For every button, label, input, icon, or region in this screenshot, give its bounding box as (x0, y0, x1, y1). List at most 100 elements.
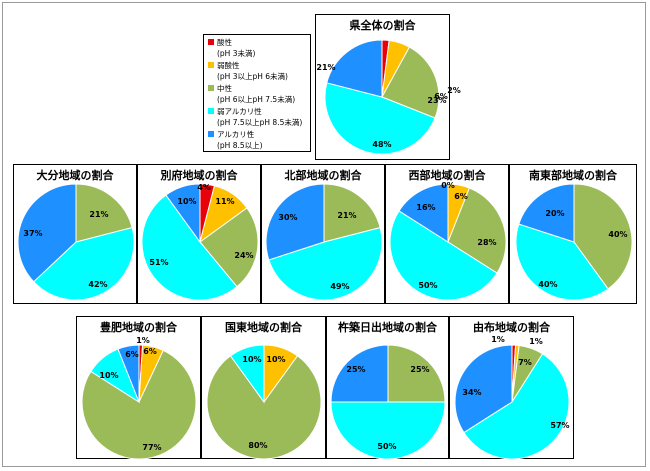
pie-slice-neutral (206, 355, 322, 460)
data-label: 37% (23, 229, 42, 238)
pie-slice-alkaline (326, 39, 383, 98)
data-label: 24% (234, 251, 253, 260)
data-label: 80% (248, 441, 267, 450)
data-label: 6% (454, 192, 468, 201)
legend-item-acidic: 酸性 (208, 38, 232, 48)
data-label: 6% (125, 350, 139, 359)
legend-item-weak-alkaline: 弱アルカリ性 (208, 107, 262, 117)
pie-slice-neutral (381, 46, 440, 119)
chart-title: 別府地域の割合 (160, 169, 238, 182)
pie-slice-alkaline (398, 183, 449, 243)
data-label: 4% (197, 183, 211, 192)
pie-slice-neutral (199, 207, 259, 288)
chart-title: 県全体の割合 (349, 19, 416, 32)
data-label: 77% (142, 443, 161, 452)
pie-slice-neutral (573, 183, 633, 290)
data-label: 50% (377, 442, 396, 451)
legend-range-acidic: (pH 3未満) (217, 49, 256, 58)
pie-slice-neutral (323, 183, 381, 243)
legend-swatch (208, 85, 214, 91)
chart-panel-hohi: 豊肥地域の割合 1% 6% 77% 10% 6% (76, 316, 201, 460)
data-label: 25% (346, 365, 365, 374)
chart-title: 豊肥地域の割合 (100, 321, 177, 334)
legend-item-alkaline: アルカリ性 (208, 130, 254, 140)
data-label: 34% (462, 388, 481, 397)
data-label: 16% (416, 203, 435, 212)
pie-slice-alkaline (17, 183, 77, 283)
pie-slice-weak-alkaline (141, 194, 238, 301)
data-label: 11% (215, 197, 234, 206)
pie-slice-weak-alkaline (229, 344, 265, 404)
pie-chart-kitsuki-hiji: 25% 50% 25% (330, 344, 446, 460)
pie-slice-weak-alkaline (268, 226, 383, 301)
data-label: 7% (518, 358, 532, 367)
data-label: 28% (477, 238, 496, 247)
data-label: 6% (143, 347, 157, 356)
pie-slice-alkaline (165, 183, 201, 244)
data-label: 0% (441, 181, 455, 190)
data-label: 21% (316, 63, 335, 72)
data-label: 10% (242, 355, 261, 364)
pie-slice-alkaline (518, 183, 575, 243)
pie-slice-weak-alkaline (389, 210, 498, 301)
legend-item-neutral: 中性 (208, 84, 232, 94)
pie-slice-alkaline (330, 344, 389, 403)
legend-swatch (208, 62, 214, 68)
pie-chart-hokubu: 21% 49% 30% (265, 183, 383, 301)
data-label: 40% (538, 280, 557, 289)
chart-panel-kunisaki: 国東地域の割合 10% 80% 10% (201, 316, 326, 460)
legend-range-weak-alkaline: (pH 7.5以上pH 8.5未満) (217, 118, 303, 127)
data-label: 25% (410, 365, 429, 374)
pie-slice-neutral (81, 349, 197, 460)
pie-chart-yufu: 1% 1% 7% 57% 34% (454, 335, 570, 460)
data-label: 6% (434, 92, 448, 101)
data-label: 21% (89, 210, 108, 219)
chart-panel-kitsuki-hiji: 杵築日出地域の割合 25% 50% 25% (326, 316, 449, 460)
data-label: 1% (136, 336, 150, 345)
legend-swatch (208, 131, 214, 137)
data-label: 21% (337, 211, 356, 220)
data-label: 57% (550, 421, 569, 430)
chart-panel-beppu: 別府地域の割合 4% 11% 24% 51% 10% (137, 164, 261, 304)
pie-slice-alkaline (265, 183, 325, 261)
pie-chart-prefecture: 2%6%23% 48% 21% (316, 39, 461, 155)
data-label: 1% (529, 337, 543, 346)
pie-chart-nantobu: 40% 40% 20% (515, 183, 633, 301)
chart-panel-seibu: 西部地域の割合 0% 6% 28% 50% 16% (385, 164, 509, 304)
chart-title: 北部地域の割合 (284, 169, 362, 182)
chart-panel-yufu: 由布地域の割合 1% 1% 7% 57% 34% (449, 316, 574, 460)
data-label: 10% (177, 197, 196, 206)
data-label: 1% (491, 335, 505, 344)
pie-chart-hohi: 1% 6% 77% 10% 6% (81, 336, 197, 460)
chart-title: 大分地域の割合 (36, 169, 114, 182)
data-label: 48% (372, 140, 391, 149)
chart-title: 由布地域の割合 (473, 321, 550, 334)
legend-swatch (208, 39, 214, 45)
pie-slice-weak-alkaline (463, 353, 570, 460)
chart-title: 南東部地域の割合 (529, 169, 617, 182)
pie-slice-weak-alkaline (515, 223, 609, 301)
data-label: 42% (88, 280, 107, 289)
data-label: 51% (149, 258, 168, 267)
data-label: 30% (278, 213, 297, 222)
pie-slice-weak-alkaline (324, 82, 436, 155)
legend-item-weak-acidic: 弱酸性 (208, 61, 240, 71)
chart-title: 西部地域の割合 (408, 169, 486, 182)
chart-title: 国東地域の割合 (225, 321, 302, 334)
legend-range-neutral: (pH 6以上pH 7.5未満) (217, 95, 296, 104)
data-label: 10% (266, 355, 285, 364)
pie-chart-oita: 21% 42% 37% (17, 183, 135, 301)
pie-slice-neutral (447, 187, 507, 274)
figure-frame (2, 2, 646, 467)
data-label: 10% (99, 371, 118, 380)
chart-panel-hokubu: 北部地域の割合 21% 49% 30% (261, 164, 385, 304)
pie-chart-kunisaki: 10% 80% 10% (206, 344, 322, 460)
legend-range-alkaline: (pH 8.5以上) (217, 141, 263, 150)
pie-slice-weak-alkaline (330, 401, 446, 460)
pie-chart-seibu: 0% 6% 28% 50% 16% (389, 181, 507, 301)
pie-slice-neutral (75, 183, 133, 243)
data-label: 23% (427, 96, 446, 105)
legend: 酸性 (pH 3未満) 弱酸性 (pH 3以上pH 6未満) 中性 (pH 6以… (203, 34, 311, 152)
pie-slice-weak-alkaline (33, 226, 135, 301)
data-label: 2% (447, 86, 461, 95)
